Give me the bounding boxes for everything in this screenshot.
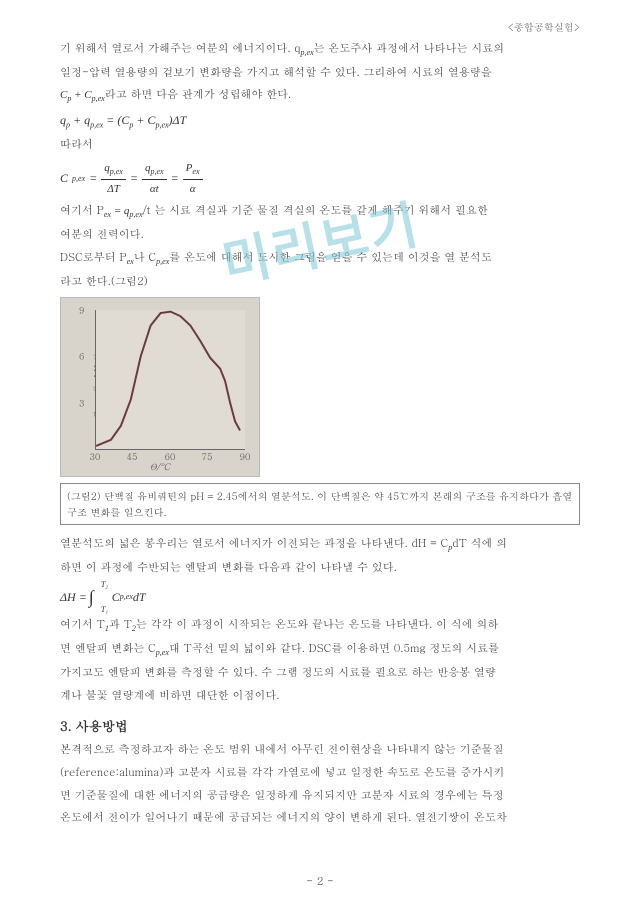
text: 를 온도에 대해서 도시한 그림을 얻을 수 있는데 이것을 열 분석도 [169, 250, 492, 265]
text: 기 위해서 열로서 가해주는 여분의 에너지이다. q [60, 41, 301, 56]
paragraph: 본격적으로 측정하고자 하는 온도 범위 내에서 아무런 전이현상을 나타내지 … [60, 741, 580, 760]
frac-bot: α [190, 180, 196, 199]
text: DSC로부터 P [60, 250, 127, 265]
text: 는 온도주사 과정에서 나타나는 시료의 [314, 41, 505, 56]
subscript: p,ex [156, 257, 169, 266]
text: dT 식에 의 [452, 536, 507, 551]
xtick: 45 [127, 449, 138, 464]
xtick: 60 [165, 449, 176, 464]
eq-text: C [112, 587, 120, 607]
page-number: - 2 - [306, 874, 334, 889]
text: + C [71, 89, 91, 101]
integral-icon: ∫ [89, 587, 94, 607]
figure-caption: (그림2) 단백질 유비쿼틴의 pH = 2.45에서의 열분석도. 이 단백질… [60, 483, 580, 525]
text: 대 T곡선 밑의 넓이와 같다. DSC를 이용하면 0.5mg 정도의 시료를 [169, 641, 499, 656]
ytick: 3 [79, 396, 84, 411]
paragraph: 계나 불꽃 열량계에 비하면 대단한 이점이다. [60, 687, 580, 706]
paragraph: DSC로부터 Pex나 Cp,ex를 온도에 대해서 도시한 그림을 얻을 수 … [60, 249, 580, 269]
paragraph: Cp + Cp,ex라고 하면 다음 관계가 성립해야 한다. [60, 86, 580, 106]
section-3-title: 3. 사용방법 [60, 715, 580, 737]
paragraph: 라고 한다.(그림2) [60, 273, 580, 292]
ytick: 9 [79, 303, 84, 318]
thermal-analysis-chart: Cp,ex/(mJ K⁻¹) θ/°C 9 6 3 30 45 60 75 90 [60, 297, 260, 477]
paragraph: 여기서 Pex = qp,ex/t 는 시료 격실과 기준 물질 격실의 온도를… [60, 202, 580, 222]
fraction: Pex α [183, 159, 203, 198]
eq-text: = (C [103, 113, 129, 127]
paragraph: (reference:alumina)과 고분자 시료를 각각 가열로에 넣고 … [60, 764, 580, 783]
subscript: p,ex [150, 167, 163, 176]
subscript: p,ex [92, 95, 105, 104]
subscript: p,ex [155, 121, 168, 130]
text: /t 는 시료 격실과 기준 물질 격실의 온도를 같게 해주기 위해서 필요한 [143, 203, 488, 218]
eq-text: = [130, 168, 138, 188]
int-upper: T₂ [101, 578, 108, 592]
eq-text: C [60, 168, 68, 188]
eq-text: + q [70, 113, 90, 127]
eq-text: dT [133, 587, 146, 607]
eq-text: = [171, 168, 179, 188]
subscript: p,ex [129, 211, 142, 220]
equation-1: qp + qp,ex = (Cp + Cp,ex)ΔT [60, 110, 580, 132]
subscript: p,ex [301, 48, 314, 57]
text: 라고 하면 다음 관계가 성립해야 한다. [105, 87, 292, 102]
subscript: ex [192, 167, 199, 176]
text: 여기서 T [60, 617, 105, 632]
fraction: qp,ex ΔT [101, 159, 126, 198]
frac-bot: αt [150, 180, 159, 199]
equation-3: ΔH = ∫ T₂ T₁ Cp,ex dT [60, 582, 580, 613]
subscript: p,ex [156, 648, 169, 657]
subscript: p,ex [72, 172, 85, 186]
int-lower: T₁ [101, 603, 108, 617]
text: 나 C [134, 250, 156, 265]
eq-text: ΔH = [60, 587, 87, 607]
chart-svg [96, 310, 245, 449]
chart-plot-area [95, 310, 245, 450]
subscript: ex [127, 257, 134, 266]
eq-text: )ΔT [169, 113, 187, 127]
paragraph: 여기서 T1과 T2는 각각 이 과정이 시작되는 온도와 끝나는 온도를 나타… [60, 616, 580, 636]
subscript: p,ex [90, 121, 103, 130]
ytick: 6 [79, 349, 84, 364]
paragraph: 일정-압력 열용량의 겉보기 변화량을 가지고 해석할 수 있다. 그리하여 시… [60, 64, 580, 83]
paragraph: 면 엔탈피 변화는 Cp,ex대 T곡선 밑의 넓이와 같다. DSC를 이용하… [60, 640, 580, 660]
paragraph: 면 기준물질에 대한 에너지의 공급량은 일정하게 유지되지만 고분자 시료의 … [60, 787, 580, 806]
xtick: 75 [202, 449, 213, 464]
paragraph: 열분석도의 넓은 봉우리는 열로서 에너지가 이전되는 과정을 나타낸다. dH… [60, 535, 580, 555]
paragraph: 여분의 전력이다. [60, 226, 580, 245]
text: 과 T [109, 617, 132, 632]
paragraph: 따라서 [60, 136, 580, 155]
eq-text: + C [133, 113, 155, 127]
text: = q [111, 205, 129, 217]
subscript: ex [104, 211, 111, 220]
paragraph: 하면 이 과정에 수반되는 엔탈피 변화를 다음과 같이 나타낼 수 있다. [60, 559, 580, 578]
text: 는 각각 이 과정이 시작되는 온도와 끝나는 온도를 나타낸다. 이 식에 의… [136, 617, 499, 632]
page-header: <종합공학실험> [508, 20, 581, 34]
equation-2: Cp,ex = qp,ex ΔT = qp,ex αt = Pex α [60, 159, 580, 198]
eq-text: = [89, 168, 97, 188]
xtick: 90 [240, 449, 251, 464]
fraction: qp,ex αt [142, 159, 167, 198]
text: 열분석도의 넓은 봉우리는 열로서 에너지가 이전되는 과정을 나타낸다. dH… [60, 536, 448, 551]
xtick: 30 [90, 449, 101, 464]
paragraph: 온도에서 전이가 일어나기 때문에 공급되는 에너지의 양이 변하게 된다. 열… [60, 809, 580, 828]
paragraph: 기 위해서 열로서 가해주는 여분의 에너지이다. qp,ex는 온도주사 과정… [60, 40, 580, 60]
text: 면 엔탈피 변화는 C [60, 641, 156, 656]
subscript: p,ex [120, 590, 133, 604]
subscript: p,ex [110, 167, 123, 176]
paragraph: 가지고도 엔탈피 변화를 측정할 수 있다. 수 그램 정도의 시료를 필요로 … [60, 664, 580, 683]
page-content: 기 위해서 열로서 가해주는 여분의 에너지이다. qp,ex는 온도주사 과정… [60, 40, 580, 828]
text: 여기서 P [60, 203, 104, 218]
frac-bot: ΔT [107, 180, 120, 199]
